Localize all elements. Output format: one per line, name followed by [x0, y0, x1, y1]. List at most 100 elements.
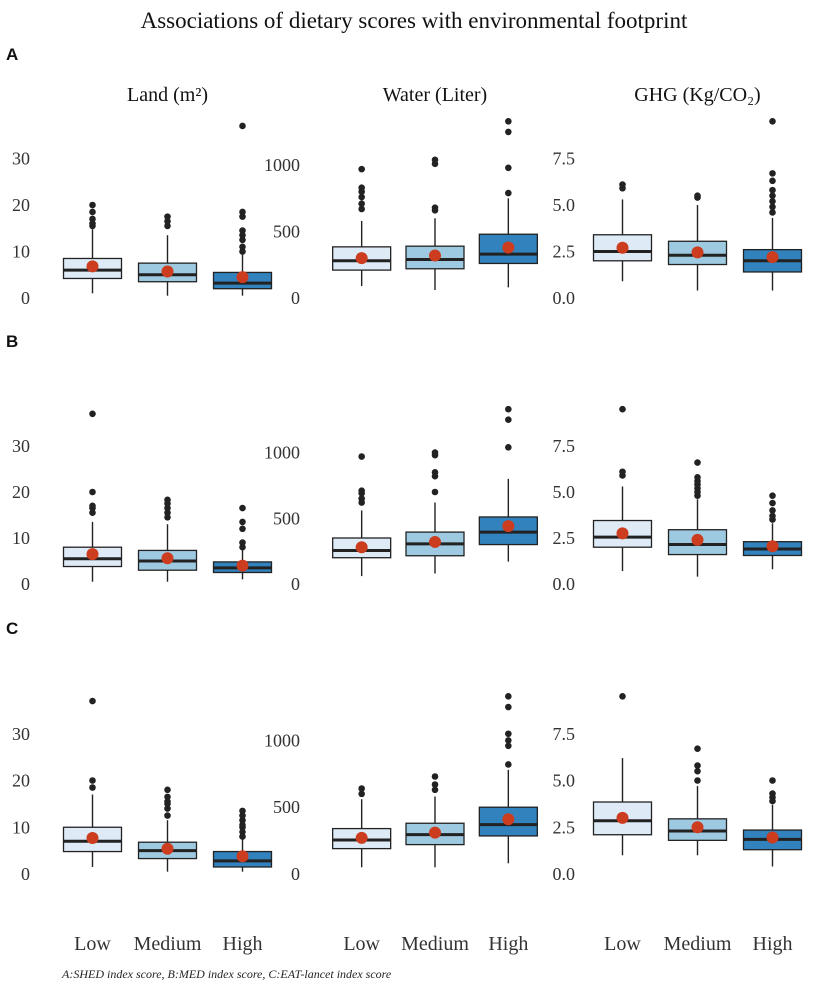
y-tick-label: 30: [12, 436, 30, 456]
outlier-point: [505, 693, 512, 700]
y-tick-label: 2.5: [553, 242, 576, 262]
y-tick-label: 1000: [264, 443, 300, 463]
panel-a-land: 0 10 20 30: [12, 122, 273, 308]
outlier-point: [769, 512, 776, 520]
mean-point: [236, 850, 249, 863]
mean-point: [236, 559, 249, 572]
outlier-point: [239, 227, 246, 234]
x-tick-label-low: Low: [74, 933, 111, 955]
mean-point: [691, 821, 704, 834]
figure-title: Associations of dietary scores with envi…: [141, 8, 688, 33]
x-tick-label-high: High: [753, 933, 793, 955]
box-medium: [137, 786, 198, 872]
panel-c-ghg: 0.0 2.5 5.0 7.5 Low Medium High: [553, 693, 803, 955]
box-high: [478, 405, 538, 562]
outlier-point: [505, 703, 512, 711]
box-low: [62, 201, 123, 294]
row-label-a: A: [6, 45, 18, 64]
outlier-point: [89, 208, 96, 216]
outlier-point: [505, 416, 512, 424]
outlier-point: [164, 812, 171, 819]
outlier-point: [89, 488, 96, 496]
y-tick-label: 2.5: [553, 528, 576, 548]
x-tick-label-medium: Medium: [664, 933, 732, 955]
outlier-point: [89, 784, 96, 791]
mean-point: [616, 811, 629, 824]
box-low: [62, 697, 123, 867]
y-tick-label: 30: [12, 149, 30, 169]
outlier-point: [239, 231, 246, 239]
plot-grid: A B C Land (m²) Water (Liter) GHG (Kg/CO₂) 0 10…: [6, 45, 803, 955]
outlier-point: [239, 828, 246, 836]
outlier-point: [769, 203, 776, 211]
outlier-point: [505, 189, 512, 197]
outlier-point: [505, 737, 512, 744]
outlier-point: [89, 220, 96, 227]
column-title-land: Land (m²): [127, 84, 208, 106]
mean-point: [616, 527, 629, 540]
panel-a-water: 0 500 1000: [264, 118, 538, 308]
box-medium: [667, 745, 728, 856]
outlier-point: [89, 777, 96, 784]
outlier-point: [619, 468, 626, 476]
x-tick-label-high: High: [223, 933, 263, 955]
outlier-point: [358, 495, 365, 502]
iqr-box: [478, 806, 538, 837]
outlier-point: [619, 181, 626, 188]
outlier-point: [358, 184, 365, 192]
panel-c-water: 0 500 1000 Low Medium High: [264, 693, 538, 955]
outlier-point: [431, 773, 439, 780]
mean-point: [691, 246, 704, 259]
outlier-point: [769, 777, 776, 784]
mean-point: [766, 831, 779, 844]
outlier-point: [769, 507, 776, 514]
box-low: [332, 453, 392, 577]
mean-point: [766, 251, 779, 264]
box-high: [212, 807, 273, 872]
y-tick-label: 5.0: [553, 482, 576, 502]
outlier-point: [769, 170, 776, 177]
outlier-point: [431, 204, 439, 211]
box-medium: [137, 496, 198, 582]
y-tick-label: 7.5: [553, 724, 576, 744]
outlier-point: [505, 118, 512, 125]
outlier-point: [164, 496, 171, 504]
panel-a-ghg: 0.0 2.5 5.0 7.5: [553, 118, 803, 308]
outlier-point: [505, 444, 512, 451]
outlier-point: [358, 785, 365, 792]
box-low: [592, 181, 653, 282]
outlier-point: [239, 122, 246, 130]
box-low: [332, 785, 392, 868]
outlier-point: [89, 509, 96, 516]
outlier-point: [505, 742, 512, 750]
outlier-point: [164, 514, 171, 521]
x-tick-label-medium: Medium: [401, 933, 469, 955]
y-tick-label: 30: [12, 724, 30, 744]
outlier-point: [239, 236, 246, 244]
outlier-point: [239, 243, 246, 251]
y-tick-label: 20: [12, 771, 30, 791]
y-tick-label: 7.5: [553, 436, 576, 456]
y-tick-label: 500: [273, 222, 300, 242]
panel-b-ghg: 0.0 2.5 5.0 7.5: [553, 405, 803, 594]
outlier-point: [769, 186, 776, 194]
outlier-point: [769, 499, 776, 507]
outlier-point: [164, 793, 171, 801]
y-tick-label: 5.0: [553, 195, 576, 215]
mean-point: [161, 552, 174, 565]
outlier-point: [769, 177, 776, 185]
outlier-point: [239, 518, 246, 526]
mean-point: [616, 241, 629, 254]
outlier-point: [239, 543, 246, 551]
outlier-point: [694, 745, 701, 753]
outlier-point: [431, 156, 439, 164]
mean-point: [502, 520, 515, 533]
outlier-point: [239, 821, 246, 829]
x-tick-label-low: Low: [604, 933, 641, 955]
outlier-point: [505, 761, 512, 768]
mean-point: [766, 540, 779, 553]
box-low: [62, 410, 123, 582]
outlier-point: [769, 209, 776, 216]
outlier-point: [358, 200, 365, 207]
outlier-point: [431, 781, 439, 788]
